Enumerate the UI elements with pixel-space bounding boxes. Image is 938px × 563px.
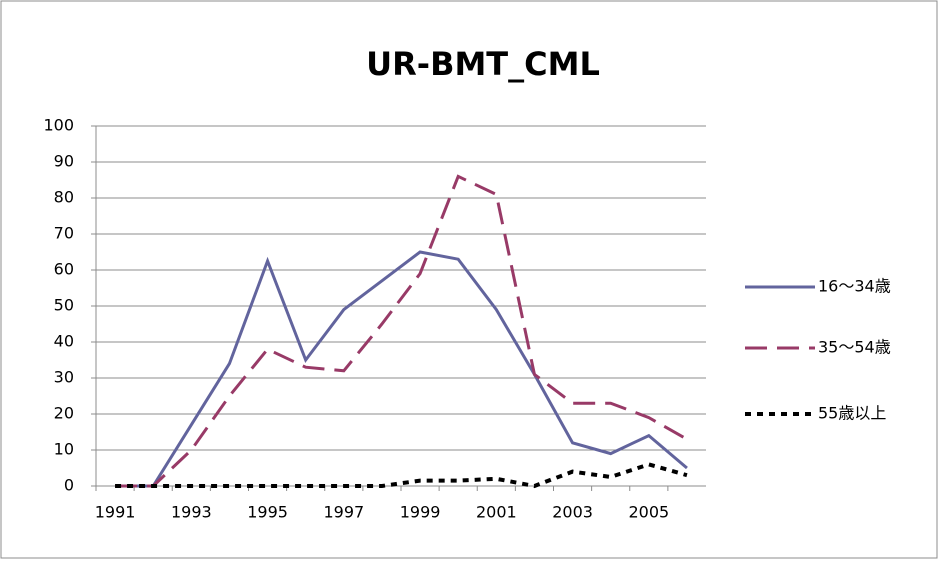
series-line [115,250,688,488]
x-tick-label: 2003 [552,503,593,522]
series-line [115,462,688,489]
y-tick-label: 30 [54,368,74,387]
x-tick-label: 1997 [323,503,364,522]
y-tick-label: 70 [54,224,74,243]
legend-label: 55歳以上 [818,404,886,423]
x-tick-label: 1995 [247,503,288,522]
x-tick-label: 1993 [171,503,212,522]
chart-title: UR-BMT_CML [366,45,600,83]
y-tick-label: 50 [54,296,74,315]
y-tick-label: 90 [54,152,74,171]
y-tick-label: 20 [54,404,74,423]
y-tick-label: 80 [54,188,74,207]
x-tick-label: 2001 [476,503,517,522]
x-tick-label: 2005 [628,503,669,522]
legend-label: 16～34歳 [818,277,891,296]
x-tick-label: 1999 [400,503,441,522]
y-tick-label: 40 [54,332,74,351]
y-tick-label: 10 [54,440,74,459]
series-line [115,174,688,488]
legend-label: 35～54歳 [818,338,891,357]
y-tick-label: 60 [54,260,74,279]
y-tick-label: 0 [64,476,74,495]
x-tick-label: 1991 [95,503,136,522]
y-tick-label: 100 [43,116,74,135]
